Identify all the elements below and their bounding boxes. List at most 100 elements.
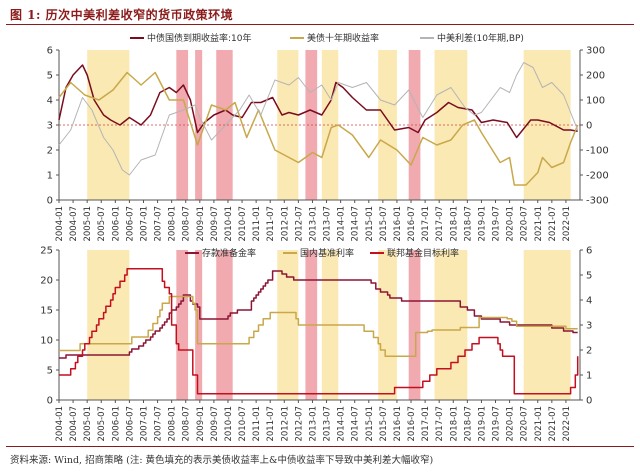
x-tick-label: 2015-01	[365, 406, 375, 442]
x-tick-label: 2020-01	[506, 406, 516, 442]
y-tick-label-right: 1	[586, 371, 592, 382]
red-band	[408, 250, 421, 400]
series-line	[58, 64, 578, 139]
x-tick-label: 2007-01	[139, 206, 149, 242]
x-tick-label: 2021-01	[534, 406, 544, 442]
x-tick-label: 2020-01	[506, 206, 516, 242]
x-tick-label: 2015-01	[365, 206, 375, 242]
x-tick-label: 2008-01	[168, 206, 178, 242]
title-divider	[6, 24, 634, 25]
series-line	[59, 270, 578, 359]
y-tick-label-left: 4	[47, 96, 53, 107]
y-tick-label-left: 5	[47, 71, 53, 82]
chart-top: 0 1 2 3 4 5 6 -300 -200 -100 0 100 200 300 2004-01 2004…	[47, 32, 609, 242]
y-tick-label-right: 100	[586, 96, 605, 107]
y-tick-label-right: 3	[586, 321, 592, 332]
x-tick-label: 2011-01	[252, 206, 262, 242]
x-tick-label: 2006-07	[125, 206, 135, 242]
series-line	[58, 71, 579, 186]
x-tick-label: 2011-07	[266, 206, 276, 242]
page-title: 图 1: 历次中美利差收窄的货币政策环境	[10, 8, 234, 22]
red-band	[408, 50, 421, 200]
x-tick-label: 2008-01	[168, 406, 178, 442]
y-tick-label-right: 0	[586, 396, 592, 407]
y-tick-label-left: 0	[47, 196, 53, 207]
y-tick-label-right: -200	[586, 171, 609, 182]
x-tick-label: 2018-01	[449, 406, 459, 442]
red-band	[216, 250, 233, 400]
x-tick-label: 2006-01	[111, 406, 121, 442]
x-tick-label: 2022-01	[562, 406, 572, 442]
x-tick-label: 2012-07	[294, 406, 304, 442]
y-tick-label-right: 200	[586, 71, 605, 82]
x-tick-label: 2015-07	[379, 406, 389, 442]
x-tick-label: 2016-01	[393, 206, 403, 242]
y-tick-label-right: 300	[586, 46, 605, 57]
x-tick-label: 2016-07	[407, 206, 417, 242]
x-tick-label: 2007-01	[139, 406, 149, 442]
legend-label: 联邦基金目标利率	[387, 247, 459, 259]
series-line	[59, 268, 579, 395]
y-tick-label-right: -300	[586, 196, 609, 207]
x-tick-label: 2013-01	[308, 406, 318, 442]
y-tick-label-left: 25	[40, 246, 53, 257]
x-tick-label: 2013-01	[308, 206, 318, 242]
x-tick-label: 2016-07	[407, 406, 417, 442]
x-tick-label: 2021-07	[548, 206, 558, 242]
y-tick-label-right: 0	[586, 121, 592, 132]
y-tick-label-left: 20	[40, 276, 53, 287]
y-tick-label-left: 6	[47, 46, 53, 57]
x-tick-label: 2019-01	[477, 406, 487, 442]
y-tick-label-right: 4	[586, 296, 592, 307]
x-tick-label: 2014-07	[351, 206, 361, 242]
y-tick-label-right: 6	[586, 246, 592, 257]
x-tick-label: 2009-07	[210, 206, 220, 242]
y-tick-label-left: 3	[47, 121, 53, 132]
x-tick-label: 2004-07	[69, 206, 79, 242]
x-tick-label: 2008-07	[182, 206, 192, 242]
x-tick-label: 2021-01	[534, 206, 544, 242]
source-note: 资料来源: Wind, 招商策略 (注: 黄色填充的表示美债收益率上&中债收益率…	[10, 455, 434, 466]
y-tick-label-left: 10	[40, 336, 53, 347]
legend-label: 存款准备金率	[202, 247, 256, 259]
x-tick-label: 2005-01	[83, 406, 93, 442]
x-tick-label: 2008-07	[182, 406, 192, 442]
red-band	[176, 250, 189, 400]
x-tick-label: 2019-07	[492, 206, 502, 242]
x-tick-label: 2004-01	[55, 406, 65, 442]
y-tick-label-left: 2	[47, 146, 53, 157]
series-line	[59, 295, 578, 358]
legend-label: 美债十年期收益率	[307, 32, 379, 44]
x-tick-label: 2018-07	[463, 206, 473, 242]
x-tick-label: 2017-01	[421, 206, 431, 242]
x-tick-label: 2004-07	[69, 406, 79, 442]
yellow-band	[277, 250, 299, 400]
red-band	[195, 250, 203, 400]
x-tick-label: 2014-01	[337, 406, 347, 442]
x-tick-label: 2021-07	[548, 406, 558, 442]
red-band	[176, 50, 189, 200]
x-tick-label: 2020-07	[520, 406, 530, 442]
y-tick-label-right: 2	[586, 346, 592, 357]
x-tick-label: 2019-07	[492, 406, 502, 442]
x-tick-label: 2019-01	[477, 206, 487, 242]
x-tick-label: 2010-07	[238, 206, 248, 242]
yellow-band	[87, 250, 130, 400]
legend-label: 中债国债到期收益率:10年	[147, 32, 252, 44]
x-tick-label: 2010-01	[224, 406, 234, 442]
x-tick-label: 2020-07	[520, 206, 530, 242]
x-tick-label: 2004-01	[55, 206, 65, 242]
x-tick-label: 2015-07	[379, 206, 389, 242]
footer-divider	[6, 446, 634, 447]
y-tick-label-left: 5	[47, 366, 53, 377]
x-tick-label: 2007-07	[154, 206, 164, 242]
x-tick-label: 2018-07	[463, 406, 473, 442]
x-tick-label: 2011-01	[252, 406, 262, 442]
x-tick-label: 2007-07	[154, 406, 164, 442]
legend-label: 国内基准利率	[300, 247, 354, 259]
x-tick-label: 2013-07	[323, 406, 333, 442]
x-tick-label: 2010-01	[224, 206, 234, 242]
x-tick-label: 2017-01	[421, 406, 431, 442]
x-tick-label: 2017-07	[435, 406, 445, 442]
